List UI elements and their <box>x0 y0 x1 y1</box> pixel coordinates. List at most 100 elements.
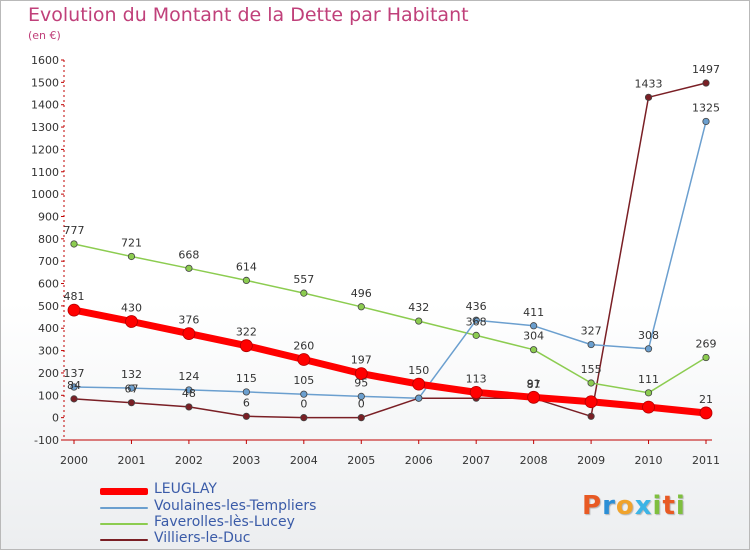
data-label: 368 <box>466 315 487 328</box>
y-tick-label: 200 <box>38 367 59 380</box>
data-label: 0 <box>358 398 365 411</box>
data-label: 376 <box>178 314 199 327</box>
logo-letter: r <box>602 491 616 521</box>
data-label: 327 <box>581 325 602 338</box>
y-tick-label: -100 <box>34 434 59 447</box>
legend-label: LEUGLAY <box>154 481 217 497</box>
data-point <box>127 252 136 261</box>
legend-item-villiers[interactable]: Villiers-le-Duc <box>100 530 400 548</box>
logo-letter: i <box>652 491 663 521</box>
data-label: 260 <box>293 340 314 353</box>
legend-swatch <box>100 539 148 541</box>
data-label: 113 <box>466 372 487 385</box>
y-tick-label: 1200 <box>31 143 59 156</box>
y-tick-label: 400 <box>38 322 59 335</box>
data-label: 1325 <box>692 101 720 114</box>
data-label: 105 <box>293 374 314 387</box>
data-label: 304 <box>523 330 544 343</box>
data-label: 436 <box>466 300 487 313</box>
y-tick-label: 1400 <box>31 99 59 112</box>
legend-label: Faverolles-lès-Lucey <box>154 514 295 530</box>
data-point <box>125 315 138 328</box>
data-label: 197 <box>351 354 372 367</box>
data-point <box>357 414 365 422</box>
data-point <box>527 390 541 404</box>
legend-swatch <box>100 488 148 495</box>
data-label: 6 <box>243 396 250 409</box>
data-label: 308 <box>638 329 659 342</box>
data-point <box>67 303 81 317</box>
data-label: 721 <box>121 236 142 249</box>
chart-title: Evolution du Montant de la Dette par Hab… <box>28 4 469 26</box>
y-tick-label: 500 <box>38 300 59 313</box>
data-point <box>127 384 136 392</box>
legend-item-voulaines[interactable]: Voulaines-les-Templiers <box>100 498 400 516</box>
data-label: 111 <box>638 373 659 386</box>
data-point <box>70 383 78 391</box>
series-line-faverolles-l-s-lucey <box>73 243 707 394</box>
data-label: 481 <box>64 290 85 303</box>
data-label: 87 <box>527 378 541 391</box>
y-tick-label: 1000 <box>31 188 59 201</box>
data-point <box>242 412 250 420</box>
data-label: 67 <box>124 383 138 396</box>
data-point <box>300 390 308 398</box>
y-tick-label: 1600 <box>31 54 59 67</box>
data-point <box>242 388 250 396</box>
data-label: 48 <box>182 387 196 400</box>
data-label: 1433 <box>635 77 663 90</box>
series-line-villiers-le-duc <box>73 82 707 419</box>
data-point <box>702 353 710 362</box>
data-label: 132 <box>121 368 142 381</box>
data-label: 1497 <box>692 63 720 76</box>
x-tick-label: 2002 <box>175 454 203 467</box>
data-label: 150 <box>408 364 429 377</box>
data-point <box>472 316 480 324</box>
proxiti-logo: Proxiti <box>582 491 686 521</box>
data-point <box>530 346 538 354</box>
data-point <box>185 264 193 272</box>
data-point <box>412 377 426 391</box>
data-label: 269 <box>696 338 717 351</box>
legend-label: Villiers-le-Duc <box>154 530 251 546</box>
data-label: 432 <box>408 301 429 314</box>
data-point <box>357 392 365 401</box>
data-label: 557 <box>293 273 314 286</box>
data-point <box>702 117 710 126</box>
data-point <box>469 385 483 399</box>
legend-item-faverolles[interactable]: Faverolles-lès-Lucey <box>100 514 400 532</box>
data-label: 84 <box>67 379 81 392</box>
data-point <box>642 400 655 414</box>
data-point <box>185 403 193 411</box>
data-labels-layer: 84 67 48 6 0 0 87 1433 1497 777 721 668 614 557 496 432… <box>64 63 721 411</box>
data-label: 411 <box>523 306 544 319</box>
x-tick-label: 2006 <box>405 454 433 467</box>
data-point <box>300 414 308 422</box>
data-point <box>357 303 365 311</box>
y-tick-label: 100 <box>38 389 59 402</box>
data-point <box>587 379 595 387</box>
data-point <box>702 79 710 87</box>
x-tick-label: 2001 <box>117 454 145 467</box>
y-tick-label: 1500 <box>31 76 59 89</box>
data-point <box>70 240 78 248</box>
data-label: 137 <box>64 367 85 380</box>
x-tick-label: 2011 <box>692 454 720 467</box>
series-line-voulaines-les-templiers <box>73 120 707 399</box>
data-point <box>300 289 308 297</box>
data-point <box>415 394 423 402</box>
x-tick-label: 2007 <box>462 454 490 467</box>
data-point <box>242 276 250 284</box>
logo-letter: x <box>634 491 653 521</box>
legend-swatch <box>100 523 148 525</box>
data-label: 21 <box>699 393 713 406</box>
y-tick-label: 1300 <box>31 121 59 134</box>
data-point <box>587 412 595 420</box>
data-point <box>699 406 713 420</box>
data-label: 496 <box>351 287 372 300</box>
logo-letter: P <box>582 491 603 521</box>
data-label: 91 <box>527 377 541 390</box>
legend-item-leuglay[interactable]: LEUGLAY <box>100 481 400 499</box>
